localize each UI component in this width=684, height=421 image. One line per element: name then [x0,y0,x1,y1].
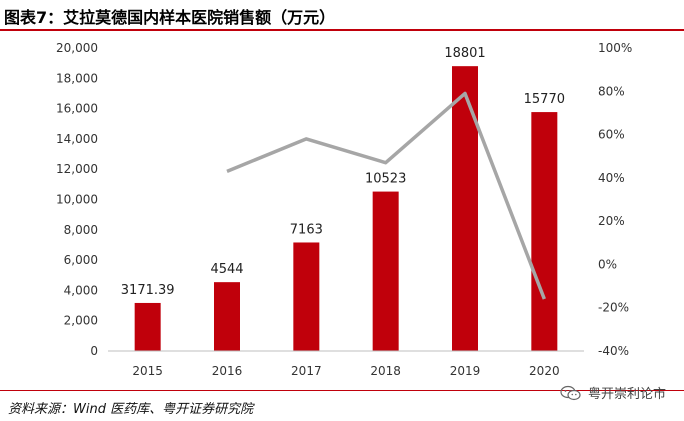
left-tick-label: 12,000 [56,162,98,176]
x-tick-label: 2016 [212,364,243,378]
x-tick-label: 2018 [370,364,401,378]
left-tick-label: 18,000 [56,71,98,85]
data-label: 7163 [290,222,323,237]
bar [293,242,320,351]
data-label: 18801 [444,46,485,61]
x-axis: 2015 2016 2017 2018 2019 2020 [108,350,584,378]
x-tick-label: 2019 [450,364,481,378]
watermark-text: 粤开崇利论市 [587,387,666,402]
right-tick-label: -20% [598,301,629,315]
bar [134,302,161,351]
wechat-icon [560,385,581,400]
chart-title: 图表7：艾拉莫德国内样本医院销售额（万元） [4,8,336,27]
right-tick-label: 60% [598,128,625,142]
left-tick-label: 8,000 [64,223,98,237]
watermark: 粤开崇利论市 [560,383,666,402]
source-note: 资料来源：Wind 医药库、粤开证券研究院 [8,402,254,417]
x-tick-label: 2020 [529,364,560,378]
combo-chart: 0 2,000 4,000 6,000 8,000 10,000 12,000 14,000 1… [56,41,632,378]
bar-series [134,66,558,351]
bar [531,112,558,351]
right-tick-label: 100% [598,41,632,55]
left-tick-label: 2,000 [64,314,98,328]
right-tick-label: 80% [598,84,625,98]
data-label: 10523 [365,172,406,187]
right-tick-label: 0% [598,257,617,271]
left-tick-label: 16,000 [56,102,98,116]
data-label: 3171.39 [121,283,175,298]
right-y-axis: -40% -20% 0% 20% 40% 60% 80% 100% [598,41,632,358]
growth-line-series [226,91,546,300]
right-tick-label: -40% [598,344,629,358]
left-tick-label: 20,000 [56,41,98,55]
right-tick-label: 20% [598,214,625,228]
title-divider [0,29,684,31]
x-tick-label: 2015 [132,364,163,378]
bar [372,191,399,351]
left-tick-label: 6,000 [64,253,98,267]
left-y-axis: 0 2,000 4,000 6,000 8,000 10,000 12,000 14,000 1… [56,41,98,358]
left-tick-label: 0 [90,344,98,358]
left-tick-label: 14,000 [56,132,98,146]
source-divider [0,390,684,391]
x-tick-label: 2017 [291,364,322,378]
data-labels: 3171.39 4544 7163 10523 18801 15770 [121,46,565,298]
right-tick-label: 40% [598,171,625,185]
data-label: 4544 [210,262,243,277]
data-label: 15770 [524,92,565,107]
growth-line [226,91,546,300]
left-tick-label: 4,000 [64,283,98,297]
bar [452,66,478,351]
bar [214,282,240,351]
left-tick-label: 10,000 [56,193,98,207]
